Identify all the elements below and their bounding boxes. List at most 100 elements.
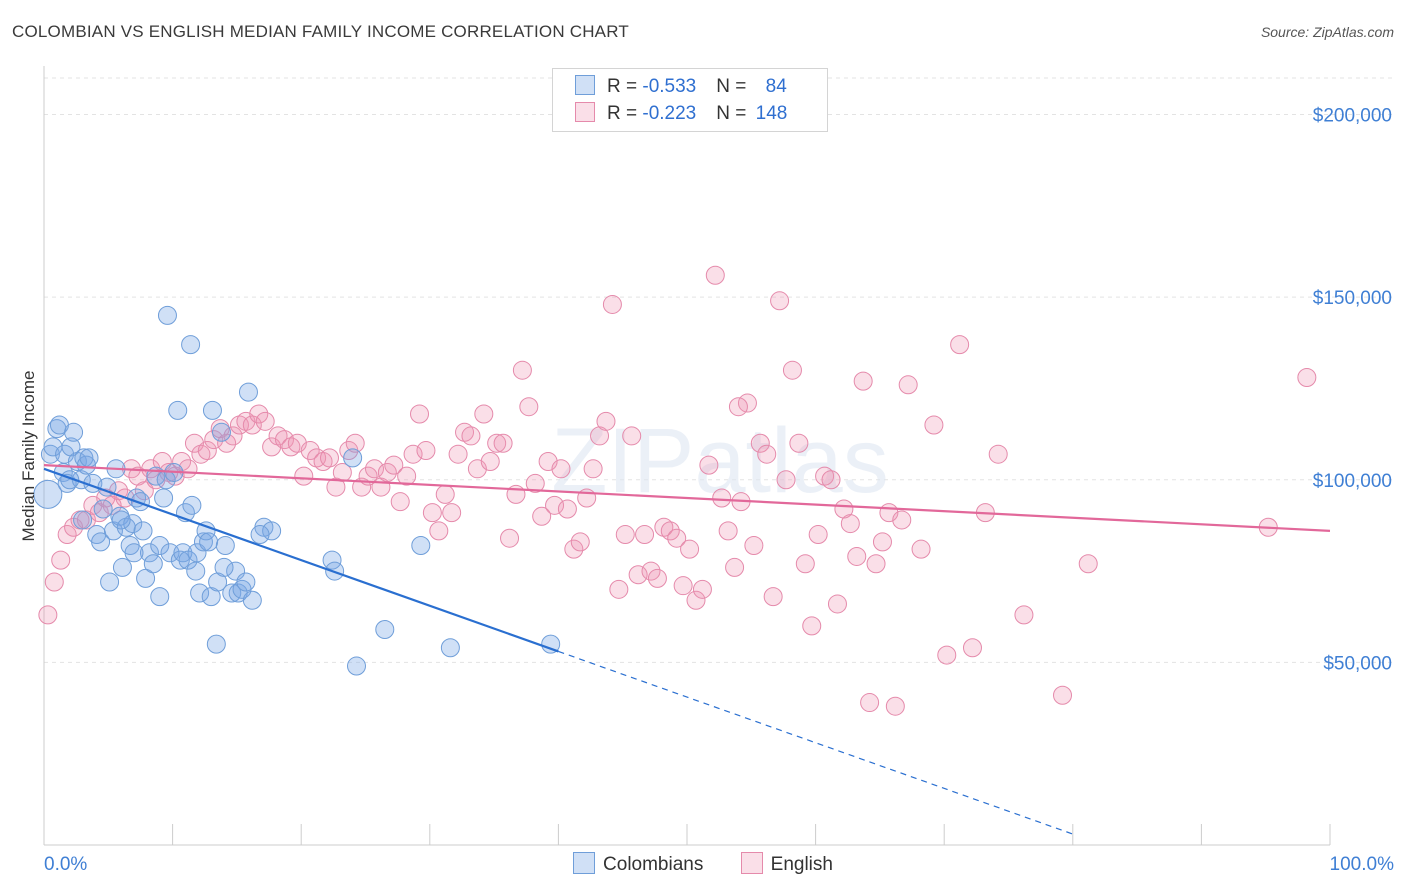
english-point: [223, 426, 243, 446]
english-point: [564, 539, 584, 559]
english-point: [699, 455, 719, 475]
colombians-point: [150, 536, 170, 556]
english-point: [255, 411, 275, 431]
colombians-point: [76, 455, 96, 475]
colombians-point: [181, 335, 201, 355]
english-point: [718, 521, 738, 541]
colombians-point: [91, 532, 111, 552]
english-point: [712, 488, 732, 508]
legend-item-label: Colombians: [603, 854, 704, 875]
english-point: [609, 579, 629, 599]
english-point: [725, 557, 745, 577]
english-point: [660, 521, 680, 541]
english-point: [750, 433, 770, 453]
english-point: [815, 466, 835, 486]
y-axis-label: Median Family Income: [19, 370, 38, 541]
english-point: [44, 572, 64, 592]
legend-item-colombians[interactable]: Colombians: [573, 852, 703, 876]
legend-row-colombians: R = -0.533 N = 84: [575, 75, 787, 99]
colombians-point: [33, 479, 63, 509]
colombians-point: [73, 510, 93, 530]
colombians-trend-line: [43, 467, 559, 653]
english-point: [217, 433, 237, 453]
colombians-point: [199, 532, 219, 552]
english-point: [782, 360, 802, 380]
y-tick-label: $150,000: [1313, 288, 1392, 309]
english-point: [1014, 605, 1034, 625]
colombians-point: [193, 532, 213, 552]
colombians-swatch: [575, 75, 595, 95]
english-point: [673, 576, 693, 596]
colombians-point: [322, 550, 342, 570]
english-point: [274, 430, 294, 450]
english-point: [403, 444, 423, 464]
colombians-point: [190, 583, 210, 603]
colombians-point: [157, 305, 177, 325]
english-point: [532, 506, 552, 526]
english-point: [377, 462, 397, 482]
legend-item-english[interactable]: English: [740, 852, 833, 876]
english-point: [596, 411, 616, 431]
english-swatch: [575, 102, 595, 122]
english-point: [249, 404, 269, 424]
legend-r-value: -0.533: [642, 76, 697, 97]
colombians-point: [123, 514, 143, 534]
english-point: [455, 422, 475, 442]
english-point: [410, 404, 430, 424]
series-legend: Colombians English: [0, 852, 1406, 876]
colombians-point: [79, 448, 99, 468]
colombians-point: [136, 568, 156, 588]
english-point: [827, 594, 847, 614]
colombians-point: [186, 561, 206, 581]
source-label: Source: ZipAtlas.com: [1260, 24, 1394, 40]
legend-n-value: 148: [755, 103, 788, 124]
english-point: [38, 605, 58, 625]
english-legend-swatch: [740, 852, 763, 874]
colombians-point: [211, 422, 231, 442]
english-point: [911, 539, 931, 559]
axes-layer: $50,000 $100,000 $150,000 $200,000 0.0% 100.0…: [43, 66, 1394, 875]
colombians-point: [112, 557, 132, 577]
legend-n-value: 84: [765, 76, 787, 97]
colombians-point: [40, 444, 60, 464]
english-point: [172, 452, 192, 471]
english-point: [641, 561, 661, 581]
colombians-legend-swatch: [573, 852, 596, 874]
colombians-point: [124, 543, 144, 563]
legend-n-label: N =: [716, 76, 752, 97]
correlation-legend: R = -0.533 N = 84 R = -0.223 N = 148: [552, 68, 828, 132]
english-point: [615, 525, 635, 545]
english-point: [872, 532, 892, 552]
colombians-point: [196, 521, 216, 541]
english-point: [789, 433, 809, 453]
chart-title: COLOMBIAN VS ENGLISH MEDIAN FAMILY INCOM…: [12, 22, 629, 41]
colombians-point: [202, 400, 222, 420]
english-point: [802, 616, 822, 636]
english-point: [937, 645, 957, 665]
english-point: [493, 433, 513, 453]
y-tick-label: $100,000: [1313, 471, 1392, 492]
english-point: [635, 525, 655, 545]
y-tick-label: $50,000: [1323, 653, 1392, 674]
english-point: [840, 514, 860, 534]
legend-row-english: R = -0.223 N = 148: [575, 102, 787, 126]
english-point: [422, 503, 442, 523]
english-point: [860, 693, 880, 713]
english-point: [397, 466, 417, 486]
english-point: [705, 265, 725, 285]
trend-layer: [43, 464, 1331, 835]
colombians-point: [236, 572, 256, 592]
colombians-point: [133, 521, 153, 541]
legend-r-value: -0.223: [642, 103, 697, 124]
colombians-point: [238, 382, 258, 402]
english-point: [551, 459, 571, 479]
colombians-points: [33, 305, 561, 676]
english-point: [300, 441, 320, 461]
english-point: [583, 459, 603, 479]
colombians-point: [150, 587, 170, 607]
colombians-point: [262, 521, 282, 541]
english-point: [525, 473, 545, 493]
colombians-point: [64, 422, 84, 442]
english-point: [480, 452, 500, 471]
colombians-point: [170, 550, 190, 570]
